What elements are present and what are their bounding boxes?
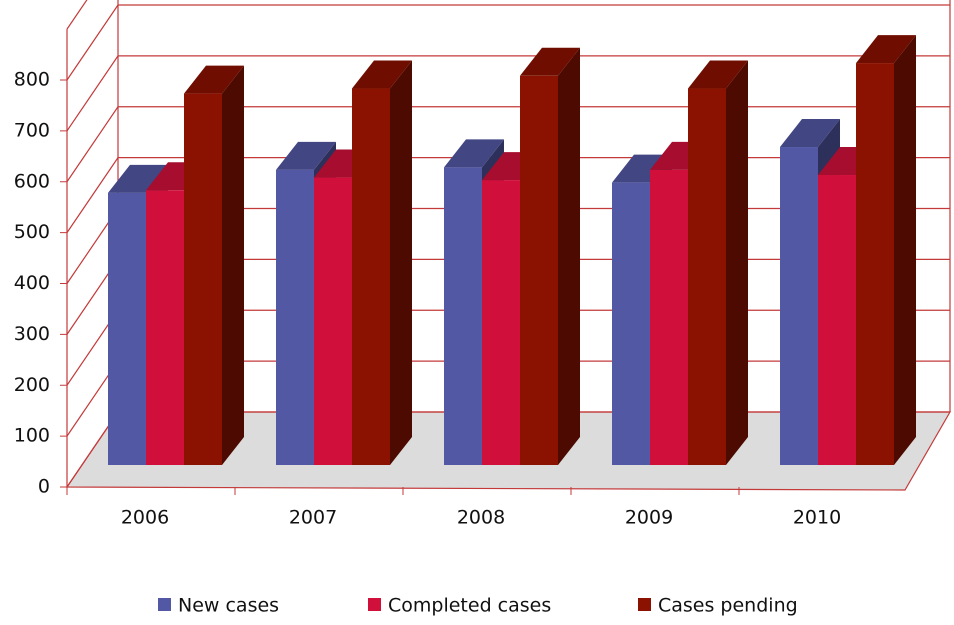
bar [184, 93, 222, 466]
bar-side [894, 35, 916, 466]
legend-label: New cases [178, 595, 279, 617]
bar-side [390, 60, 412, 466]
bar-top [184, 65, 244, 94]
bar [650, 169, 688, 466]
bar-side [558, 47, 580, 466]
bar [444, 167, 482, 465]
legend-swatch [638, 598, 651, 611]
legend-swatch [158, 598, 171, 611]
y-tick-label: 200 [14, 374, 50, 396]
bar-top [856, 35, 916, 64]
bar [108, 192, 146, 465]
y-tick-label: 100 [14, 425, 50, 447]
y-tick-label: 0 [38, 476, 50, 498]
y-tick-label: 700 [14, 119, 50, 141]
bar-top [520, 47, 580, 76]
grid-line [66, 55, 950, 132]
legend-label: Cases pending [658, 595, 798, 617]
bar-side [222, 65, 244, 466]
bar [352, 88, 390, 466]
bar-top [352, 60, 412, 89]
bar [818, 175, 856, 465]
y-tick-label: 400 [14, 272, 50, 294]
bar [856, 63, 894, 466]
x-tick-label: 2009 [625, 507, 673, 529]
y-tick-label: 800 [14, 69, 50, 91]
bar-top [780, 119, 840, 148]
bar-top [108, 164, 168, 193]
bar [276, 169, 314, 466]
bar [688, 88, 726, 466]
x-tick-label: 2006 [121, 507, 169, 529]
y-tick-label: 300 [14, 323, 50, 345]
legend-swatch [368, 598, 381, 611]
grid-line [66, 4, 950, 81]
bar-side [726, 60, 748, 466]
legend-label: Completed cases [388, 595, 551, 617]
bar [482, 180, 520, 465]
bar [612, 182, 650, 466]
x-tick-label: 2008 [457, 507, 505, 529]
x-tick-label: 2010 [793, 507, 841, 529]
bar [780, 147, 818, 465]
y-tick-label: 600 [14, 170, 50, 192]
bar-top [276, 141, 336, 170]
y-tick-label: 500 [14, 221, 50, 243]
bar-top [444, 139, 504, 168]
left-wall-edge [66, 0, 88, 30]
grid-line [66, 106, 950, 183]
bar-top [688, 60, 748, 89]
x-tick-label: 2007 [289, 507, 337, 529]
bar [314, 177, 352, 465]
bar [146, 190, 184, 465]
bar [520, 75, 558, 466]
